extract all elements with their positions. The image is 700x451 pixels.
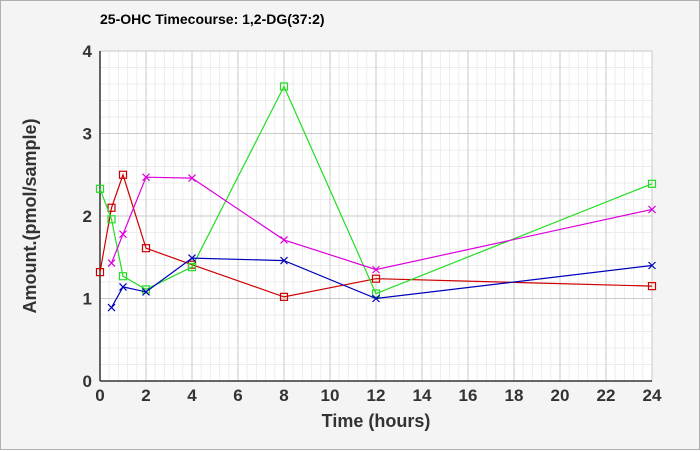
series-4 [107, 173, 656, 274]
x-tick-label: 2 [141, 386, 150, 405]
data-point [142, 173, 150, 182]
data-point [119, 283, 127, 291]
series-3 [107, 254, 656, 312]
x-tick-label: 12 [367, 386, 386, 405]
data-point [280, 256, 288, 265]
x-tick-label: 16 [459, 386, 478, 405]
x-tick-label: 10 [321, 386, 340, 405]
series-line [99, 85, 653, 295]
data-point [141, 244, 151, 253]
data-point [647, 282, 657, 291]
data-point [279, 82, 289, 91]
x-tick-label: 24 [643, 386, 662, 405]
data-point [187, 263, 197, 272]
chart-title: 25-OHC Timecourse: 1,2-DG(37:2) [100, 11, 325, 27]
data-point [118, 272, 128, 281]
data-point [648, 205, 656, 214]
x-tick-label: 4 [187, 386, 197, 405]
data-point [107, 303, 116, 312]
data-point [95, 184, 105, 193]
data-point [188, 174, 196, 182]
x-tick-label: 20 [551, 386, 570, 405]
data-point [107, 203, 116, 212]
series-line [99, 172, 653, 298]
data-point [107, 259, 116, 267]
data-point [371, 289, 381, 298]
data-point [371, 274, 381, 283]
data-point [118, 170, 128, 179]
data-point [188, 254, 196, 262]
data-point [119, 230, 127, 239]
y-tick-label: 3 [83, 125, 92, 144]
x-tick-label: 8 [279, 386, 288, 405]
x-axis-label: Time (hours) [322, 411, 431, 431]
data-point [280, 236, 288, 244]
data-point [95, 268, 105, 277]
x-tick-label: 18 [505, 386, 524, 405]
data-point [279, 292, 289, 301]
y-axis-label: Amount.(pmol/sample) [20, 118, 40, 313]
data-point [142, 287, 150, 296]
x-tick-label: 6 [233, 386, 242, 405]
series-1 [95, 170, 657, 301]
y-tick-label: 4 [83, 42, 93, 61]
x-tick-label: 0 [95, 386, 104, 405]
series-layer [95, 82, 657, 312]
axes [99, 51, 652, 382]
data-point [372, 294, 380, 303]
data-point [648, 261, 656, 270]
data-point [372, 265, 380, 274]
x-tick-label: 22 [597, 386, 616, 405]
y-tick-label: 0 [83, 372, 92, 391]
data-point [107, 215, 116, 224]
data-point [647, 179, 657, 188]
y-tick-label: 2 [83, 207, 92, 226]
y-tick-label: 1 [83, 290, 92, 309]
x-tick-label: 14 [413, 386, 432, 405]
series-2 [95, 82, 657, 298]
